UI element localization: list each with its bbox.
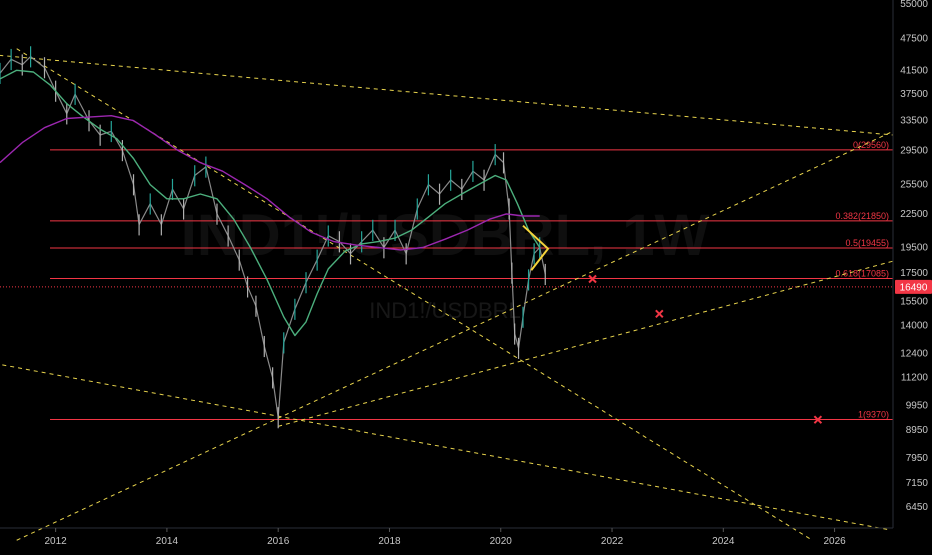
marker-stroke-b [588, 274, 597, 284]
marker-stroke-b [813, 415, 823, 424]
y-tick-label-13: 11200 [901, 373, 929, 384]
fib-level-label-0: 0(29560) [853, 140, 889, 150]
projection-path[interactable] [522, 224, 550, 271]
target-marker-2[interactable] [813, 415, 823, 424]
y-tick-label-12: 12400 [900, 349, 928, 360]
fib-level-label-2: 0.5(19455) [845, 238, 889, 248]
price-series [0, 46, 546, 429]
ma_fast-line [0, 69, 541, 337]
trend-line-4[interactable] [278, 260, 894, 427]
y-tick-label-8: 19500 [900, 243, 928, 254]
y-tick-label-17: 7150 [906, 478, 929, 489]
marker-stroke-b [655, 309, 664, 319]
y-axis[interactable]: 55000 47500 41500 37500 33500 29500 25500 22500… [900, 0, 928, 513]
trend-line-3[interactable] [16, 130, 894, 541]
y-tick-label-2: 41500 [900, 65, 928, 76]
x-tick-label-0: 2012 [45, 536, 68, 547]
watermark-text: IND1!/USDBRL, 1W [181, 203, 710, 268]
trend-line-0[interactable] [0, 54, 894, 136]
y-tick-label-5: 29500 [900, 145, 928, 156]
y-tick-label-14: 9950 [906, 400, 929, 411]
target-marker-0[interactable] [588, 274, 597, 284]
y-tick-label-1: 47500 [900, 34, 928, 45]
x-tick-label-6: 2024 [712, 536, 735, 547]
target-markers[interactable] [588, 274, 823, 424]
y-tick-label-9: 17500 [900, 268, 928, 279]
fib-levels[interactable]: 0(29560) 0.382(21850) 0.5(19455) 0.618(1708… [50, 140, 893, 420]
last-price-tag: 16490 [895, 279, 932, 294]
last-price-value: 16490 [900, 282, 928, 293]
y-tick-label-4: 33500 [900, 116, 928, 127]
x-tick-label-2: 2016 [267, 536, 290, 547]
fib-level-label-1: 0.382(21850) [835, 211, 889, 221]
y-tick-label-3: 37500 [900, 89, 928, 100]
fib-level-label-4: 1(9370) [858, 409, 889, 419]
x-tick-label-1: 2014 [156, 536, 179, 547]
x-tick-label-5: 2022 [601, 536, 624, 547]
x-tick-label-4: 2020 [490, 536, 513, 547]
x-tick-label-7: 2026 [823, 536, 846, 547]
x-tick-label-3: 2018 [378, 536, 401, 547]
x-axis[interactable]: 2012 2014 2016 2018 2020 2022 2024 2026 [45, 528, 847, 547]
y-tick-label-7: 22500 [900, 209, 928, 220]
y-tick-label-6: 25500 [900, 180, 928, 191]
y-tick-label-18: 6450 [906, 502, 929, 513]
y-tick-label-0: 55000 [900, 0, 928, 10]
y-tick-label-15: 8950 [906, 425, 929, 436]
y-tick-label-16: 7950 [906, 453, 929, 464]
target-marker-1[interactable] [655, 309, 664, 319]
projection-triangle[interactable] [522, 224, 550, 271]
y-tick-label-10: 15500 [900, 296, 928, 307]
ma_slow-line [0, 114, 540, 251]
fib-level-label-3: 0.618(17085) [835, 269, 889, 279]
last-price-badge [895, 279, 932, 294]
y-tick-label-11: 14000 [900, 320, 928, 331]
symbol-overlay-text: IND1!/USDBRL [369, 298, 521, 323]
